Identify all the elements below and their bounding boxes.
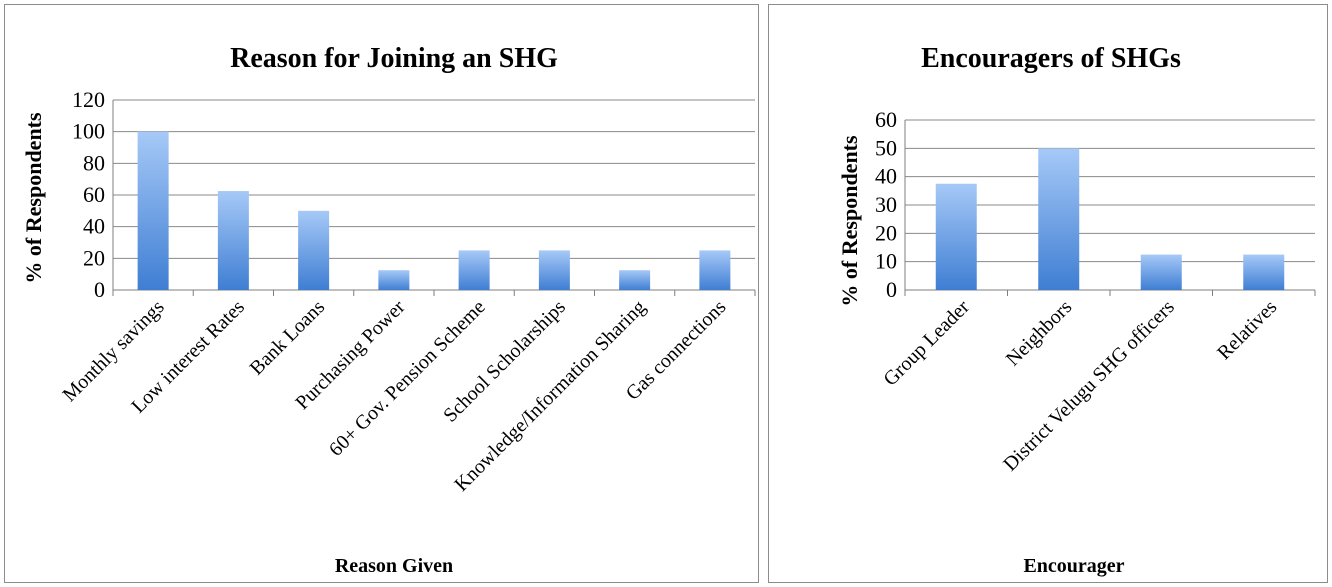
y-tick-label: 60 [875,107,897,132]
bar [137,131,169,290]
y-axis-label: % of Respondents [837,135,862,307]
y-tick-label: 120 [72,87,105,112]
bar [1038,148,1080,290]
x-tick-label: Neighbors [1002,296,1077,371]
y-tick-label: 0 [886,277,897,302]
y-axis-label: % of Respondents [21,112,46,284]
x-axis-label: Reason Given [335,555,453,577]
y-tick-label: 80 [83,150,105,175]
chart-title: Reason for Joining an SHG [230,43,558,74]
y-tick-label: 100 [72,119,105,144]
bar [378,270,410,290]
bar [298,210,330,290]
y-tick-label: 20 [83,245,105,270]
x-tick-label: 60+ Gov. Pension Scheme [325,296,490,461]
bar [458,250,490,290]
bar [935,183,977,290]
x-tick-label: Bank Loans [246,296,330,380]
y-tick-label: 30 [875,192,897,217]
bar [1140,254,1182,290]
x-axis-label: Encourager [1023,555,1124,577]
chart-encouragers-svg: Encouragers of SHGs % of Respondents Enc… [837,43,1316,577]
plot-area: 0 10 20 30 40 50 60 Group Leader NeighborsDistri… [875,107,1316,476]
bar [217,191,249,290]
chart-panel-encouragers: Encouragers of SHGs % of Respondents Enc… [768,4,1328,583]
x-tick-label: District Velugu SHG officers [999,296,1179,476]
chart-reasons-svg: Reason for Joining an SHG % of Responden… [21,43,756,577]
y-tick-label: 20 [875,220,897,245]
chart-title: Encouragers of SHGs [921,43,1181,74]
y-tick-label: 10 [875,249,897,274]
x-tick-label: Group Leader [879,296,974,391]
y-tick-label: 40 [875,164,897,189]
y-tick-label: 0 [94,277,105,302]
bar [1243,254,1285,290]
y-tick-label: 40 [83,214,105,239]
bar [699,250,731,290]
chart-panel-reasons: Reason for Joining an SHG % of Responden… [4,4,759,583]
y-tick-label: 50 [875,135,897,160]
x-tick-label: Relatives [1213,296,1281,364]
y-tick-label: 60 [83,182,105,207]
bar [619,270,651,290]
bar [538,250,570,290]
